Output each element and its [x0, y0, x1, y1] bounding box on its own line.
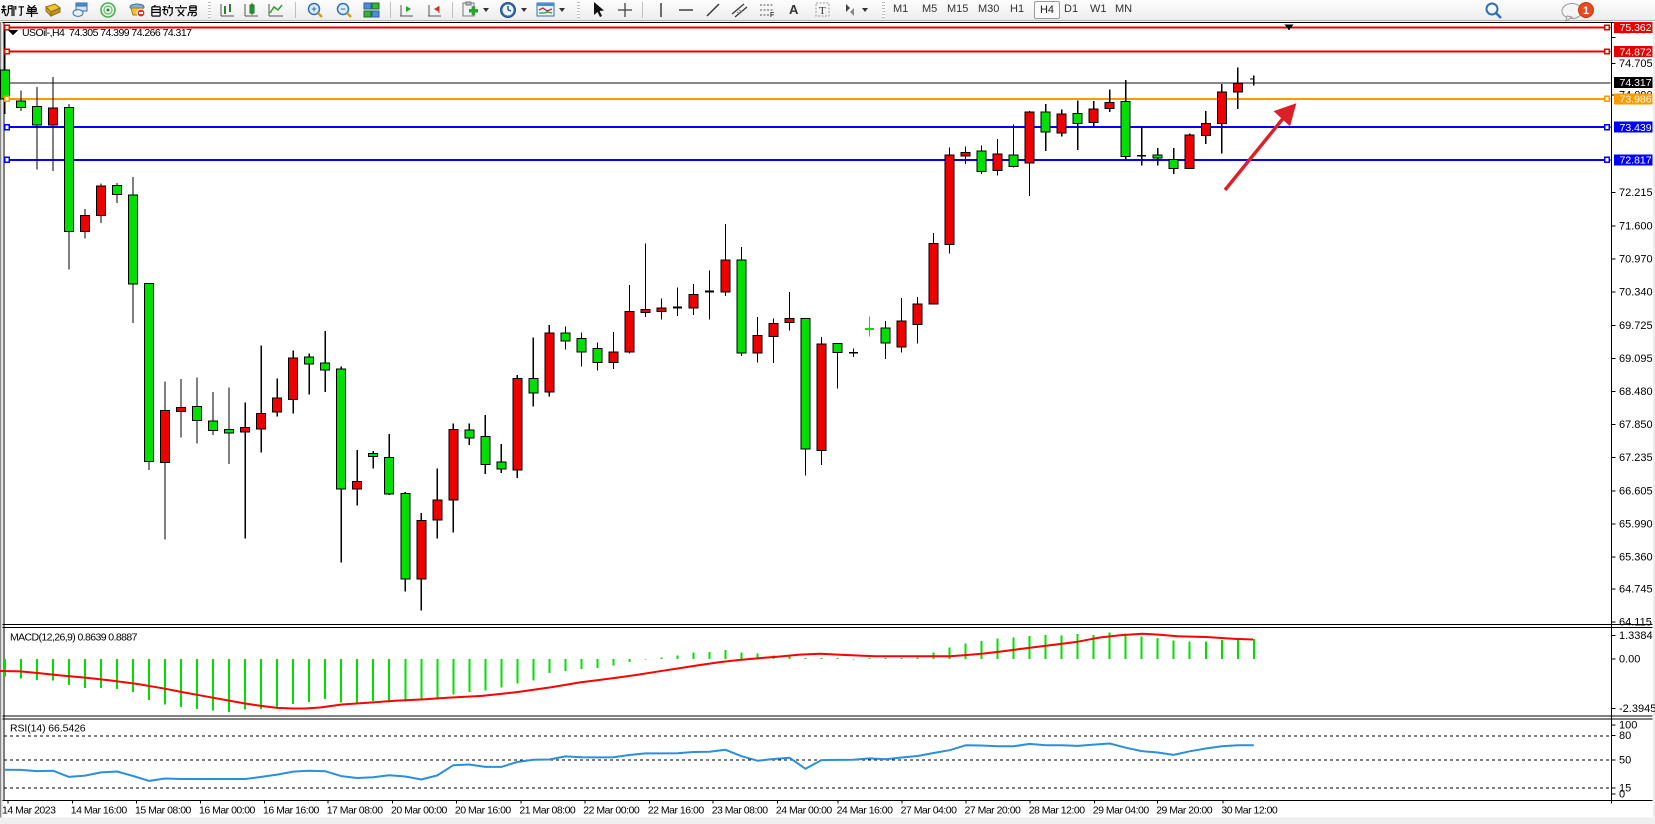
svg-text:64.115: 64.115	[1619, 617, 1652, 629]
svg-text:24 Mar 00:00: 24 Mar 00:00	[776, 805, 833, 817]
svg-text:72.215: 72.215	[1619, 187, 1653, 199]
svg-text:74.705: 74.705	[1619, 58, 1653, 70]
svg-text:69.095: 69.095	[1619, 353, 1653, 365]
svg-text:73.986: 73.986	[1620, 94, 1652, 106]
svg-text:−: −	[340, 4, 345, 14]
svg-text:-2.3945: -2.3945	[1619, 703, 1655, 715]
svg-text:65.360: 65.360	[1619, 552, 1653, 564]
svg-text:30 Mar 12:00: 30 Mar 12:00	[1221, 805, 1278, 817]
svg-text:17 Mar 08:00: 17 Mar 08:00	[327, 805, 384, 817]
svg-text:71.600: 71.600	[1619, 220, 1653, 232]
svg-text:67.235: 67.235	[1619, 452, 1653, 464]
svg-text:29 Mar 20:00: 29 Mar 20:00	[1156, 805, 1213, 817]
svg-text:1.3384: 1.3384	[1619, 630, 1653, 642]
svg-text:27 Mar 20:00: 27 Mar 20:00	[965, 805, 1022, 817]
svg-text:50: 50	[1619, 755, 1631, 767]
svg-text:74.872: 74.872	[1620, 46, 1652, 58]
svg-text:27 Mar 04:00: 27 Mar 04:00	[901, 805, 958, 817]
svg-text:0.00: 0.00	[1619, 654, 1640, 666]
svg-text:14 Mar 16:00: 14 Mar 16:00	[71, 805, 128, 817]
svg-text:64.745: 64.745	[1619, 583, 1653, 595]
svg-text:70.970: 70.970	[1619, 254, 1653, 266]
svg-text:20 Mar 16:00: 20 Mar 16:00	[455, 805, 512, 817]
svg-text:28 Mar 12:00: 28 Mar 12:00	[1029, 805, 1086, 817]
svg-text:16 Mar 16:00: 16 Mar 16:00	[263, 805, 320, 817]
svg-text:100: 100	[1619, 719, 1637, 731]
svg-text:16 Mar 00:00: 16 Mar 00:00	[199, 805, 256, 817]
svg-text:MACD(12,26,9) 0.8639 0.8887: MACD(12,26,9) 0.8639 0.8887	[10, 632, 138, 644]
svg-text:68.480: 68.480	[1619, 386, 1653, 398]
svg-text:RSI(14) 66.5426: RSI(14) 66.5426	[10, 723, 86, 735]
svg-text:22 Mar 00:00: 22 Mar 00:00	[583, 805, 640, 817]
svg-text:66.605: 66.605	[1619, 485, 1653, 497]
svg-text:67.850: 67.850	[1619, 419, 1653, 431]
svg-text:20 Mar 00:00: 20 Mar 00:00	[391, 805, 448, 817]
svg-text:15 Mar 08:00: 15 Mar 08:00	[135, 805, 192, 817]
svg-text:23 Mar 08:00: 23 Mar 08:00	[712, 805, 769, 817]
svg-text:73.439: 73.439	[1620, 122, 1652, 134]
svg-text:22 Mar 16:00: 22 Mar 16:00	[648, 805, 705, 817]
svg-text:21 Mar 08:00: 21 Mar 08:00	[519, 805, 576, 817]
svg-text:1: 1	[1583, 5, 1589, 17]
svg-text:74.317: 74.317	[1620, 77, 1652, 89]
svg-text:75.362: 75.362	[1620, 22, 1652, 34]
svg-text:15: 15	[1619, 783, 1631, 795]
svg-text:14 Mar 2023: 14 Mar 2023	[2, 805, 56, 817]
svg-text:F: F	[770, 12, 774, 18]
svg-text:29 Mar 04:00: 29 Mar 04:00	[1093, 805, 1150, 817]
svg-text:65.990: 65.990	[1619, 519, 1653, 531]
svg-text:80: 80	[1619, 730, 1631, 742]
svg-text:+: +	[311, 4, 316, 14]
svg-text:72.817: 72.817	[1620, 155, 1652, 167]
svg-text:T: T	[819, 5, 826, 17]
svg-text:69.725: 69.725	[1619, 320, 1653, 332]
svg-text:24 Mar 16:00: 24 Mar 16:00	[837, 805, 894, 817]
svg-text:0: 0	[1619, 788, 1625, 800]
svg-text:70.340: 70.340	[1619, 287, 1653, 299]
svg-text:USOil-,H4 74.305 74.399 74.26: USOil-,H4 74.305 74.399 74.266 74.317	[22, 27, 192, 39]
